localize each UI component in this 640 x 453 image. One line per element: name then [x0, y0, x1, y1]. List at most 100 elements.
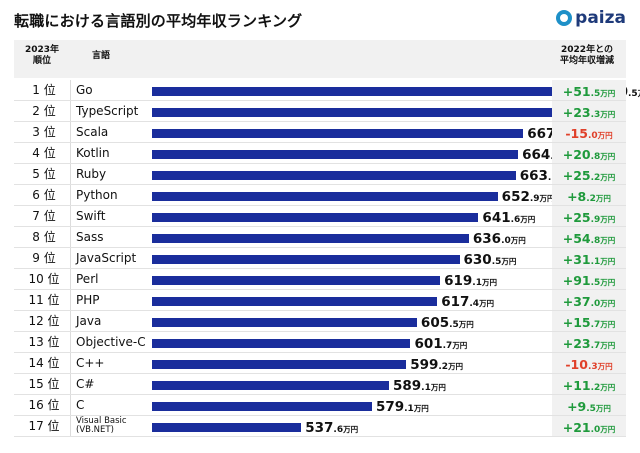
language-label: Scala	[76, 125, 109, 139]
header-language: 言語	[92, 51, 111, 61]
language-label: C#	[76, 377, 95, 391]
change-decimal: .7	[590, 341, 601, 351]
change-label: +54.8万円	[552, 227, 626, 247]
language-label: Visual Basic (VB.NET)	[76, 416, 127, 435]
salary-value-label: 537.6万円	[305, 416, 358, 436]
rank-label: 11 位	[28, 293, 60, 307]
value-integer: 636	[472, 231, 502, 247]
change-cell-bg	[552, 122, 626, 142]
change-unit: 万円	[600, 278, 616, 287]
change-unit: 万円	[600, 257, 616, 266]
paiza-logo-icon	[556, 10, 573, 26]
change-label: +25.9万円	[552, 206, 626, 226]
change-unit: 万円	[600, 215, 616, 224]
change-integer: +31	[562, 252, 591, 267]
salary-value-label: 652.9万円	[502, 185, 555, 205]
value-decimal: .1	[404, 404, 414, 414]
change-unit: 万円	[600, 425, 616, 434]
column-divider	[70, 122, 71, 142]
change-integer: +54	[562, 231, 591, 246]
column-divider	[70, 164, 71, 184]
header-change: 2022年との 平均年収増減	[559, 45, 614, 66]
salary-bar	[152, 255, 460, 264]
change-integer: +51	[562, 84, 591, 99]
change-decimal: .2	[590, 173, 601, 183]
value-decimal: .5	[491, 257, 502, 267]
value-unit: 万円	[510, 236, 526, 245]
table-row: 14 位 C++ 599.2万円 -10.3万円	[14, 353, 626, 374]
change-unit: 万円	[597, 362, 613, 371]
change-integer: +23	[562, 336, 591, 351]
value-unit: 万円	[638, 89, 640, 98]
change-unit: 万円	[600, 341, 616, 350]
change-integer: +9	[567, 399, 587, 414]
value-decimal: .2	[438, 362, 449, 372]
change-cell-bg	[552, 269, 626, 289]
change-label: +15.7万円	[552, 311, 626, 331]
salary-value-label: 579.1万円	[376, 395, 429, 415]
rank-label: 3 位	[32, 125, 56, 139]
value-integer: 579	[375, 399, 405, 415]
column-divider	[70, 227, 71, 247]
value-unit: 万円	[458, 320, 474, 329]
change-label: +9.5万円	[552, 395, 626, 415]
rank-label: 7 位	[32, 209, 56, 223]
paiza-logo: paiza	[556, 8, 626, 28]
salary-bar	[152, 129, 524, 138]
table-row: 17 位 Visual Basic (VB.NET) 537.6万円 +21.0万円	[14, 416, 626, 437]
change-integer: +25	[562, 210, 591, 225]
rank-label: 10 位	[28, 272, 60, 286]
value-decimal: .1	[472, 278, 482, 288]
rank-label: 15 位	[28, 377, 60, 391]
salary-bar	[152, 318, 417, 327]
change-cell-bg	[552, 353, 626, 373]
column-divider	[70, 416, 71, 436]
column-divider	[70, 80, 71, 100]
salary-value-label: 636.0万円	[473, 227, 526, 247]
language-label: Objective-C	[76, 335, 146, 349]
change-label: +31.1万円	[552, 248, 626, 268]
change-integer: +20	[562, 147, 591, 162]
salary-value-label: 605.5万円	[421, 311, 474, 331]
value-unit: 万円	[539, 194, 555, 203]
change-label: +8.2万円	[552, 185, 626, 205]
table-row: 7 位 Swift 641.6万円 +25.9万円	[14, 206, 626, 227]
change-decimal: .8	[590, 152, 601, 162]
value-unit: 万円	[501, 257, 517, 266]
table-row: 13 位 Objective-C 601.7万円 +23.7万円	[14, 332, 626, 353]
change-integer: +91	[562, 273, 591, 288]
language-label: C++	[76, 356, 105, 370]
change-unit: 万円	[600, 320, 616, 329]
salary-bar	[152, 213, 479, 222]
change-cell-bg	[552, 227, 626, 247]
language-label: C	[76, 398, 85, 412]
value-integer: 599	[410, 357, 439, 373]
change-unit: 万円	[597, 131, 613, 140]
change-decimal: .2	[590, 383, 601, 393]
chart-title: 転職における言語別の平均年収ランキング	[14, 12, 303, 30]
value-unit: 万円	[452, 341, 468, 350]
value-integer: 664	[522, 147, 551, 163]
change-label: +11.2万円	[552, 374, 626, 394]
change-decimal: .3	[590, 110, 601, 120]
value-unit: 万円	[520, 215, 536, 224]
change-label: +23.7万円	[552, 332, 626, 352]
rank-label: 2 位	[32, 104, 56, 118]
value-decimal: .7	[442, 341, 453, 351]
value-integer: 617	[441, 294, 470, 310]
salary-value-label: 599.2万円	[410, 353, 463, 373]
change-label: +37.0万円	[552, 290, 626, 310]
language-label: Sass	[76, 230, 104, 244]
table-row: 6 位 Python 652.9万円 +8.2万円	[14, 185, 626, 206]
value-integer: 663	[519, 168, 548, 184]
change-cell-bg	[552, 416, 626, 436]
change-cell-bg	[552, 101, 626, 121]
change-cell-bg	[552, 332, 626, 352]
rank-label: 17 位	[28, 419, 60, 433]
column-divider	[70, 290, 71, 310]
change-cell-bg	[552, 248, 626, 268]
language-label: Swift	[76, 209, 106, 223]
change-decimal: .5	[590, 278, 601, 288]
salary-bar	[152, 150, 519, 159]
